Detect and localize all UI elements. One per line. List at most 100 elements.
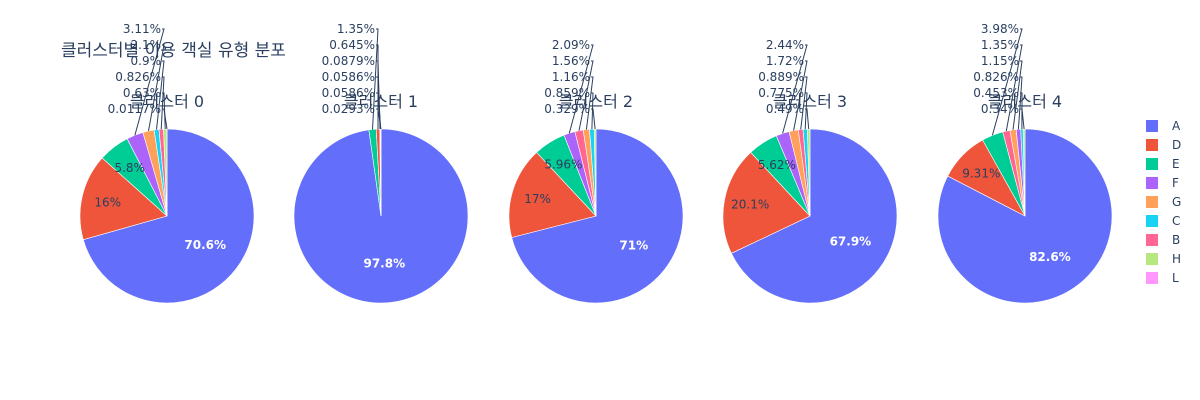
slice-leader-line	[800, 76, 808, 130]
slice-label-outside: 0.859%	[544, 86, 590, 100]
slice-leader-line	[1020, 108, 1025, 130]
slice-leader-line	[160, 76, 165, 130]
slice-leader-line	[372, 28, 379, 130]
slice-label-outside: 3.98%	[981, 22, 1019, 36]
slice-label-outside: 1.56%	[552, 54, 590, 68]
legend-label: C	[1172, 214, 1180, 228]
pie-4: 클러스터 4 82.6% 9.31% 3.98% 1.35% 1.15% 0.826% 0.4…	[937, 22, 1113, 304]
slice-leader-line	[804, 92, 808, 130]
legend-item-B[interactable]: B	[1146, 233, 1180, 247]
slice-label-outside: 0.826%	[115, 70, 161, 84]
slice-leader-line	[578, 60, 594, 131]
pie-slice-A[interactable]	[511, 128, 684, 304]
slice-label-outside: 0.826%	[973, 70, 1019, 84]
slice-leader-line	[585, 76, 594, 130]
legend-label: G	[1172, 195, 1181, 209]
slice-label-outside: 1.72%	[766, 54, 804, 68]
legend-label: A	[1172, 119, 1181, 133]
slice-leader-line	[376, 108, 382, 130]
slice-label-outside: 1.15%	[981, 54, 1019, 68]
legend-item-D[interactable]: D	[1146, 138, 1181, 152]
slice-leader-line	[376, 92, 382, 130]
slice-leader-line	[162, 108, 168, 130]
slice-label: 82.6%	[1029, 250, 1071, 264]
pie-title: 클러스터 4	[988, 92, 1062, 111]
legend-swatch	[1146, 215, 1158, 227]
legend-label: D	[1172, 138, 1181, 152]
legend-item-E[interactable]: E	[1146, 157, 1180, 171]
pie-slice-D[interactable]	[79, 157, 168, 241]
pie-1: 클러스터 1 97.8% 1.35% 0.645% 0.0879% 0.0586% 0.05…	[293, 22, 469, 304]
legend-item-L[interactable]: L	[1146, 271, 1179, 285]
legend-swatch	[1146, 120, 1158, 132]
slice-leader-line	[148, 44, 165, 132]
slice-label-outside: 0.0879%	[322, 54, 375, 68]
slice-label: 97.8%	[363, 257, 405, 271]
slice-leader-line	[1017, 76, 1023, 130]
slice-label: 5.96%	[544, 158, 582, 172]
slice-label-outside: 0.775%	[758, 86, 804, 100]
slice-leader-line	[1005, 44, 1023, 132]
legend-item-F[interactable]: F	[1146, 176, 1179, 190]
slice-leader-line	[991, 28, 1023, 136]
pie-title: 클러스터 2	[559, 92, 633, 111]
pie-slice-D[interactable]	[508, 152, 597, 238]
slice-label-outside: 2.09%	[552, 38, 590, 52]
slice-leader-line	[805, 108, 810, 130]
legend-swatch	[1146, 272, 1158, 284]
slice-label: 5.8%	[114, 161, 145, 175]
legend-label: B	[1172, 233, 1180, 247]
slice-label-outside: 0.0586%	[322, 86, 375, 100]
slice-label-outside: 0.645%	[329, 38, 375, 52]
pie-slice-A[interactable]	[82, 128, 255, 304]
slice-label: 17%	[524, 192, 551, 206]
legend-item-A[interactable]: A	[1146, 119, 1181, 133]
legend-label: H	[1172, 252, 1181, 266]
slice-leader-line	[782, 44, 808, 134]
slice-label-outside: 0.889%	[758, 70, 804, 84]
slice-label-outside: 0.329%	[544, 102, 590, 116]
legend-swatch	[1146, 234, 1158, 246]
legend-item-G[interactable]: G	[1146, 195, 1181, 209]
pie-title: 클러스터 0	[130, 92, 204, 111]
slice-label-outside: 2.1%	[131, 38, 162, 52]
slice-label-outside: 2.44%	[766, 38, 804, 52]
slice-label-outside: 3.11%	[123, 22, 161, 36]
slice-label: 5.62%	[758, 158, 796, 172]
legend-swatch	[1146, 253, 1158, 265]
pie-slice-H[interactable]	[807, 128, 811, 217]
slice-label-outside: 0.9%	[131, 54, 162, 68]
pie-group: 클러스터 0 70.6% 16% 5.8% 3.11% 2.1% 0.9% 0.826% 0.6…	[79, 22, 1113, 304]
slice-label: 9.31%	[962, 167, 1000, 181]
legend-label: F	[1172, 176, 1179, 190]
slice-label-outside: 0.0586%	[322, 70, 375, 84]
slice-label-outside: 1.16%	[552, 70, 590, 84]
legend-label: E	[1172, 157, 1180, 171]
slice-label: 16%	[94, 195, 121, 209]
slice-leader-line	[793, 60, 808, 131]
legend-label: L	[1172, 271, 1179, 285]
slice-leader-line	[134, 28, 165, 136]
pie-title: 클러스터 3	[773, 92, 847, 111]
slice-label-outside: 1.35%	[981, 38, 1019, 52]
legend-swatch	[1146, 158, 1158, 170]
pie-slice-H[interactable]	[593, 128, 597, 217]
slice-label: 67.9%	[830, 235, 872, 249]
pie-slice-A[interactable]	[731, 128, 898, 304]
pie-2: 클러스터 2 71% 17% 5.96% 2.09% 1.56% 1.16% 0.859% 0.…	[508, 38, 684, 304]
slice-label-outside: 0.34%	[981, 102, 1019, 116]
slice-label-outside: 0.0293%	[322, 102, 375, 116]
pie-0: 클러스터 0 70.6% 16% 5.8% 3.11% 2.1% 0.9% 0.826% 0.6…	[79, 22, 255, 304]
legend-swatch	[1146, 177, 1158, 189]
slice-leader-line	[156, 60, 165, 130]
legend-item-C[interactable]: C	[1146, 214, 1180, 228]
legend-item-H[interactable]: H	[1146, 252, 1181, 266]
slice-leader-line	[376, 44, 379, 130]
slice-leader-line	[591, 92, 594, 130]
pie-slice-H[interactable]	[1022, 128, 1026, 217]
pie-title: 클러스터 1	[344, 92, 418, 111]
pie-slice-D[interactable]	[722, 151, 811, 254]
slice-leader-line	[568, 44, 594, 134]
